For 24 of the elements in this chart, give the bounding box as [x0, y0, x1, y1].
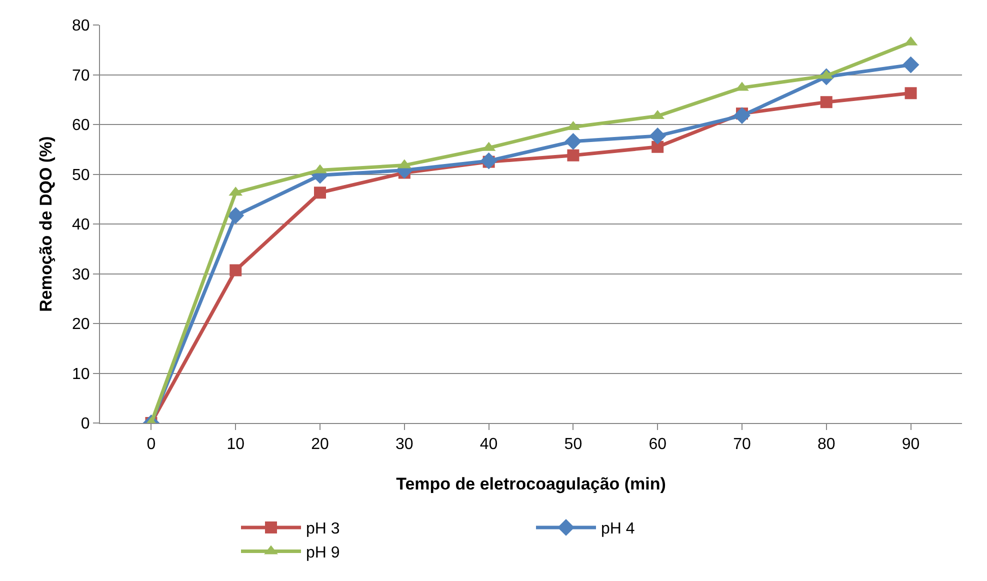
x-tick-label: 40	[480, 436, 498, 454]
y-tick-label: 60	[72, 117, 90, 134]
y-tick-label: 50	[72, 166, 90, 184]
legend-label: pH 4	[601, 520, 635, 538]
legend-label: pH 9	[306, 544, 340, 562]
legend-label: pH 3	[306, 520, 340, 538]
y-tick-label: 10	[72, 366, 90, 383]
x-axis-title: Tempo de eletrocoagulação (min)	[396, 474, 666, 494]
y-tick-label: 20	[72, 316, 90, 334]
x-tick-label: 50	[564, 436, 582, 454]
y-tick-label: 0	[80, 416, 90, 433]
y-tick-label: 40	[72, 216, 90, 234]
y-axis-title: Remoção de DQO (%)	[36, 136, 56, 312]
x-tick-label: 20	[311, 436, 330, 454]
x-tick-label: 90	[902, 436, 920, 454]
y-tick-label: 30	[72, 266, 90, 284]
x-tick-label: 60	[648, 436, 667, 454]
x-tick-label: 80	[817, 436, 836, 454]
y-tick-label: 70	[72, 67, 90, 84]
y-tick-label: 80	[72, 18, 90, 35]
x-tick-label: 30	[396, 436, 414, 454]
x-tick-label: 70	[733, 436, 751, 454]
x-tick-label: 0	[146, 436, 156, 454]
x-tick-label: 10	[226, 436, 245, 454]
